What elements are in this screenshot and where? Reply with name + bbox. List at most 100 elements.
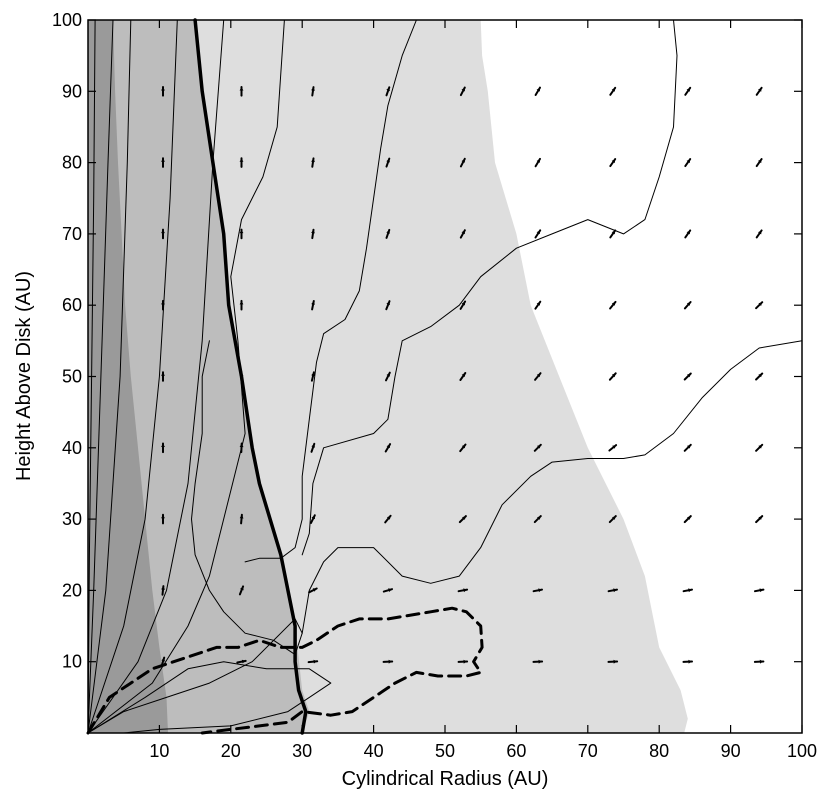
vector-arrow-head — [612, 516, 616, 520]
vector-arrow-head — [463, 659, 468, 664]
contour-thin-2 — [87, 19, 132, 734]
vector-arrow-head — [161, 443, 165, 447]
y-tick-label: 70 — [62, 224, 82, 244]
x-tick-label: 10 — [149, 741, 169, 761]
vector-arrow-head — [386, 515, 391, 520]
contour-thin-1 — [87, 19, 114, 734]
y-tick-label: 20 — [62, 580, 82, 600]
vector-arrow-head — [386, 87, 390, 92]
x-tick-label: 70 — [578, 741, 598, 761]
x-tick-label: 30 — [292, 741, 312, 761]
vector-arrow-head — [239, 372, 244, 376]
vector-arrow-head — [613, 588, 617, 593]
vector-arrow-head — [311, 372, 315, 377]
x-axis-ticks: 10 20 30 40 50 60 70 80 90 100 — [149, 20, 817, 761]
vector-arrow-head — [161, 514, 165, 519]
y-tick-label: 10 — [62, 652, 82, 672]
y-tick-label: 50 — [62, 367, 82, 387]
contour-dashed-12 — [86, 606, 484, 735]
x-tick-label: 20 — [221, 741, 241, 761]
y-tick-label: 40 — [62, 438, 82, 458]
vector-arrow-head — [611, 301, 616, 306]
vector-arrow-head — [688, 588, 692, 593]
vector-arrow-head — [239, 158, 244, 162]
vector-arrow-head — [388, 659, 393, 664]
vector-arrow-head — [239, 443, 244, 448]
x-tick-label: 50 — [435, 741, 455, 761]
y-tick-label: 80 — [62, 153, 82, 173]
vector-arrow-head — [611, 373, 616, 378]
vector-arrow-head — [239, 229, 244, 234]
vector-arrow-head — [161, 158, 165, 162]
x-tick-label: 100 — [787, 741, 817, 761]
vector-arrow-head — [311, 87, 315, 91]
vector-arrow-head — [688, 659, 692, 664]
vector-arrow-head — [161, 586, 165, 590]
vector-arrow-head — [161, 87, 165, 91]
vector-arrow-head — [463, 588, 468, 593]
vector-arrow-head — [239, 514, 244, 519]
y-tick-label: 30 — [62, 509, 82, 529]
x-tick-label: 40 — [364, 741, 384, 761]
vector-arrow-head — [161, 657, 165, 662]
vector-arrow-head — [461, 373, 466, 377]
vector-arrow-head — [758, 373, 763, 378]
contour-thin-9 — [301, 340, 803, 634]
vector-arrow-head — [239, 87, 244, 91]
vector-arrow-head — [686, 87, 691, 92]
vector-arrow-head — [611, 87, 616, 92]
vector-arrow-head — [536, 301, 541, 306]
vector-arrow-head — [386, 372, 390, 377]
vector-arrow-head — [386, 444, 391, 449]
vector-arrow-head — [311, 158, 315, 163]
y-tick-label: 90 — [62, 81, 82, 101]
vector-arrow-head — [311, 443, 315, 448]
vector-arrow-head — [461, 87, 465, 92]
vector-arrow-head — [386, 229, 390, 234]
vector-arrow-head — [758, 302, 763, 306]
vector-arrow-head — [758, 516, 763, 520]
y-tick-label: 60 — [62, 295, 82, 315]
vector-arrow-head — [686, 230, 691, 235]
vector-arrow-head — [612, 445, 617, 449]
vector-arrow-head — [686, 159, 691, 164]
vector-arrow-head — [312, 588, 317, 592]
vector-arrow-head — [239, 300, 244, 305]
vector-arrow-head — [461, 301, 466, 306]
velocity-vector-field — [160, 86, 765, 667]
vector-arrow-head — [461, 444, 466, 449]
vector-arrow-head — [313, 659, 318, 664]
vector-arrow-head — [161, 229, 165, 234]
vector-arrow-head — [758, 159, 762, 164]
x-tick-label: 80 — [649, 741, 669, 761]
contour-thin-10 — [244, 19, 417, 563]
vector-arrow-head — [613, 659, 618, 664]
y-tick-label: 100 — [52, 10, 82, 30]
vector-arrow-head — [536, 158, 540, 163]
vector-arrow-head — [462, 516, 466, 520]
vector-arrow-head — [161, 300, 165, 305]
vector-arrow-head — [461, 158, 465, 163]
vector-arrow-head — [759, 588, 764, 593]
vector-arrow-head — [386, 301, 390, 306]
y-axis-ticks: 10 20 30 40 50 60 70 80 90 100 — [52, 10, 802, 672]
vector-arrow-head — [758, 87, 762, 92]
vector-arrow-head — [611, 230, 616, 235]
vector-arrow-head — [611, 159, 616, 164]
x-tick-label: 60 — [506, 741, 526, 761]
contour-thin-7 — [87, 340, 303, 734]
vector-arrow-head — [536, 87, 540, 92]
y-axis-label: Height Above Disk (AU) — [13, 271, 35, 481]
x-axis-label: Cylindrical Radius (AU) — [342, 768, 549, 790]
vector-arrow-head — [240, 586, 244, 591]
vector-arrow-head — [538, 659, 543, 664]
vector-arrow-head — [386, 158, 390, 163]
vector-arrow-head — [686, 302, 691, 306]
vector-arrow-head — [388, 588, 392, 592]
vector-arrow-head — [311, 229, 315, 234]
vector-arrow-head — [687, 516, 691, 520]
vector-arrow-head — [461, 230, 465, 235]
vector-arrow-head — [538, 588, 542, 593]
vector-arrow-head — [311, 301, 315, 305]
